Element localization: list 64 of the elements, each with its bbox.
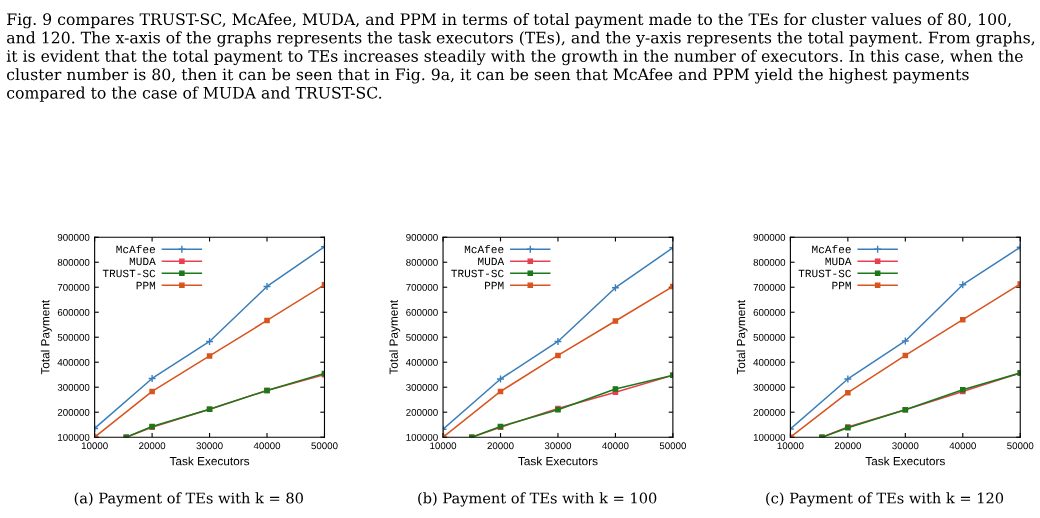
- x-tick-label: 50000: [311, 442, 338, 450]
- y-tick-label: 800000: [57, 258, 90, 266]
- x-tick-label: 30000: [544, 442, 572, 450]
- x-tick-label: 20000: [487, 442, 514, 450]
- y-tick-label: 500000: [57, 333, 90, 341]
- y-tick-label: 500000: [753, 333, 786, 341]
- x-tick-label: 30000: [892, 442, 919, 450]
- legend-label: McAfee: [812, 245, 851, 254]
- x-tick-label: 10000: [777, 442, 804, 450]
- text: (a) Payment of TEs with k = 80: [74, 492, 303, 507]
- legend-label: TRUST-SC: [102, 269, 156, 278]
- y-axis-title: Total Payment: [389, 299, 401, 375]
- x-tick-label: 10000: [430, 442, 457, 450]
- x-axis-title: Task Executors: [518, 456, 598, 466]
- y-tick-label: 300000: [406, 383, 438, 391]
- y-tick-label: 400000: [57, 358, 90, 366]
- x-tick-label: 30000: [196, 442, 223, 450]
- y-tick-label: 400000: [405, 358, 438, 366]
- legend-label: McAfee: [464, 245, 504, 254]
- y-axis-title: Total Payment: [736, 299, 748, 375]
- x-tick-label: 10000: [81, 442, 108, 450]
- y-tick-label: 700000: [406, 283, 438, 291]
- y-tick-label: 600000: [406, 308, 438, 316]
- legend-label: PPM: [485, 281, 504, 290]
- legend-label: MUDA: [825, 257, 852, 266]
- x-tick-label: 20000: [834, 442, 861, 450]
- y-tick-label: 200000: [753, 408, 786, 416]
- legend-label: TRUST-SC: [451, 269, 504, 278]
- y-tick-label: 300000: [57, 383, 90, 391]
- legend-label: McAfee: [116, 245, 156, 254]
- x-tick-label: 20000: [139, 442, 166, 450]
- legend-label: PPM: [832, 281, 851, 290]
- y-tick-label: 900000: [57, 233, 90, 241]
- x-tick-label: 50000: [659, 442, 687, 450]
- y-tick-label: 100000: [58, 433, 90, 441]
- y-tick-label: 200000: [406, 408, 438, 416]
- legend-label: MUDA: [129, 257, 156, 266]
- y-tick-label: 100000: [753, 433, 786, 441]
- caption: Fig. 9 compares TRUST-SC, McAfee, MUDA, and PPM in terms of total payment made to the TEs for cluster values of 80, 100, and 120. The x-axis of the graphs represents the task executors (TEs), and the y-axis represents the total payment. From graphs, it is evident that the total payment to TEs increases steadily with the growth in the number of executors. In this case, when the cluster number is 80, then it can be seen that in Fig. 9a, it can be seen that McAfee and PPM yield the highest payments compared to the case of MUDA and TRUST-SC.: [6, 12, 1035, 102]
- x-tick-label: 40000: [949, 442, 976, 450]
- x-tick-label: 40000: [253, 442, 281, 450]
- y-tick-label: 900000: [753, 233, 786, 241]
- x-axis-title: Task Executors: [865, 456, 945, 466]
- y-tick-label: 300000: [753, 383, 786, 391]
- legend-label: MUDA: [478, 257, 505, 266]
- y-tick-label: 100000: [406, 433, 438, 441]
- y-tick-label: 800000: [753, 258, 786, 266]
- legend-label: TRUST-SC: [798, 269, 852, 278]
- text: (b) Payment of TEs with k = 100: [418, 492, 657, 507]
- y-tick-label: 400000: [753, 358, 786, 366]
- y-tick-label: 600000: [57, 308, 90, 316]
- x-tick-label: 40000: [602, 442, 629, 450]
- y-tick-label: 700000: [753, 283, 786, 291]
- y-tick-label: 900000: [406, 233, 438, 241]
- text: (c) Payment of TEs with k = 120: [766, 492, 1004, 507]
- y-axis-title: Total Payment: [40, 299, 52, 375]
- x-tick-label: 50000: [1007, 442, 1034, 450]
- y-tick-label: 600000: [753, 308, 786, 316]
- x-axis-title: Task Executors: [169, 456, 250, 466]
- legend-label: PPM: [136, 281, 156, 290]
- y-tick-label: 500000: [406, 333, 438, 341]
- y-tick-label: 200000: [57, 408, 90, 416]
- y-tick-label: 700000: [57, 283, 90, 291]
- y-tick-label: 800000: [406, 258, 438, 266]
